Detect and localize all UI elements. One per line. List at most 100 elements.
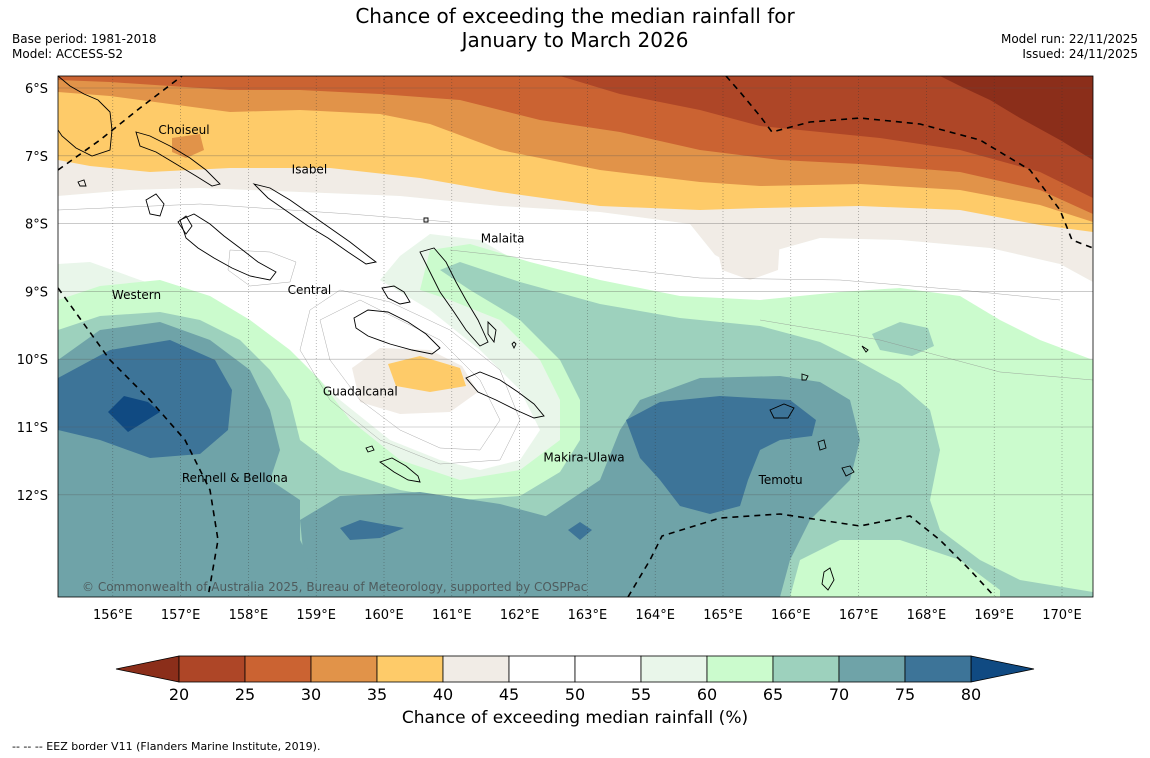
- lon-label: 158°E: [229, 608, 269, 623]
- colorbar-tick: 25: [235, 685, 255, 700]
- lat-label: 6°S: [25, 82, 48, 97]
- colorbar-extend-high: [970, 655, 1035, 683]
- title-line-2: January to March 2026: [461, 28, 689, 52]
- colorbar-tick: 60: [697, 685, 717, 700]
- lon-label: 168°E: [907, 608, 947, 623]
- band-45-55: [58, 188, 1093, 470]
- reef-islands-coast: [861, 345, 869, 353]
- bellona-coast: [365, 445, 375, 453]
- region-labels: Choiseul Isabel Malaita Western Central Guada…: [112, 123, 803, 487]
- sikaiana-coast: [511, 341, 517, 350]
- meta-left: Base period: 1981-2018 Model: ACCESS-S2: [12, 32, 157, 62]
- contour-line: [58, 203, 451, 223]
- vella-lavella-coast: [145, 193, 165, 217]
- rennell-coast: [379, 457, 421, 483]
- lon-label: 156°E: [93, 608, 133, 623]
- lon-label: 167°E: [839, 608, 879, 623]
- rainfall-map: 6°S 7°S 8°S 9°S 10°S 11°S 12°S 156°E 157°E 158°E…: [17, 75, 1094, 700]
- nggela-coast: [381, 285, 411, 305]
- colorbar-tick: 45: [499, 685, 519, 700]
- contour-line: [227, 249, 297, 287]
- colorbar-segment: [442, 655, 510, 683]
- issued-text: Issued: 24/11/2025: [1022, 47, 1138, 61]
- copyright-text: © Commonwealth of Australia 2025, Bureau…: [82, 580, 587, 594]
- eez-border-line: [58, 76, 183, 171]
- map-title: Chance of exceeding the median rainfall …: [0, 4, 1150, 52]
- shortland-coast: [77, 179, 87, 187]
- vanikoro-coast: [817, 439, 827, 451]
- patch-60-65-southeast: [790, 540, 1000, 597]
- patch-75-80-small-1: [340, 520, 404, 540]
- band-lt20: [940, 76, 1093, 160]
- lat-label: 10°S: [17, 353, 48, 368]
- colorbar-tick: 20: [169, 685, 189, 700]
- region-label-guadalcanal: Guadalcanal: [323, 385, 398, 399]
- lon-label: 166°E: [771, 608, 811, 623]
- colorbar-segment: [244, 655, 312, 683]
- colorbar-tick: 55: [631, 685, 651, 700]
- patch-75-80-small-2: [568, 522, 592, 540]
- lon-label: 165°E: [703, 608, 743, 623]
- colorbar-segment: [838, 655, 906, 683]
- eez-footnote: -- -- -- EEZ border V11 (Flanders Marine…: [12, 740, 321, 753]
- colorbar-segment: [376, 655, 444, 683]
- eez-borders: [58, 76, 1093, 597]
- colorbar: 20 25 30 35 40 45 50 55 60 65 70 75 80: [115, 655, 1035, 700]
- choiseul-coast: [135, 131, 221, 187]
- band-20-25: [560, 76, 1093, 198]
- title-line-1: Chance of exceeding the median rainfall …: [355, 4, 795, 28]
- colorbar-segment: [640, 655, 708, 683]
- new-georgia-coast: [179, 213, 277, 281]
- malaita-coast: [419, 247, 489, 347]
- eez-border-line: [725, 76, 1093, 249]
- guadalcanal-coast: [353, 309, 441, 355]
- bougainville-coast: [58, 76, 113, 157]
- eez-border-line: [58, 287, 219, 597]
- patch-40-45-mid: [715, 230, 780, 280]
- patch-75-80-west: [58, 340, 232, 458]
- patch-35-40-guadalcanal: [388, 356, 466, 392]
- region-label-western: Western: [112, 288, 161, 302]
- colorbar-segment: [706, 655, 774, 683]
- patch-75-80-makira: [626, 396, 816, 514]
- region-label-central: Central: [288, 283, 332, 297]
- colorbar-tick: 75: [895, 685, 915, 700]
- coastlines: [58, 76, 869, 591]
- colorbar-segment: [904, 655, 972, 683]
- colorbar-segment: [574, 655, 642, 683]
- lon-label: 163°E: [568, 608, 608, 623]
- base-period-text: Base period: 1981-2018: [12, 32, 157, 46]
- lon-label: 160°E: [364, 608, 404, 623]
- colorbar-segment: [772, 655, 840, 683]
- map-frame: [57, 75, 1094, 598]
- colorbar-label: Chance of exceeding median rainfall (%): [401, 708, 749, 728]
- lon-label: 162°E: [500, 608, 540, 623]
- contour-line: [759, 319, 1093, 381]
- contour-line: [299, 289, 521, 465]
- colorbar-segment: [310, 655, 378, 683]
- lon-label: 161°E: [432, 608, 472, 623]
- lat-label: 8°S: [25, 218, 48, 233]
- map-field: [58, 76, 1093, 597]
- kolombangara-coast: [177, 215, 193, 235]
- lon-label: 159°E: [296, 608, 336, 623]
- colorbar-tick: 35: [367, 685, 387, 700]
- utupua-coast: [841, 465, 855, 477]
- small-malaita-coast: [487, 320, 497, 344]
- colorbar-segment: [508, 655, 576, 683]
- makira-coast: [465, 371, 545, 419]
- lat-label: 7°S: [25, 150, 48, 165]
- colorbar-tick: 30: [301, 685, 321, 700]
- lat-label: 9°S: [25, 285, 48, 300]
- patch-gt80-west: [108, 396, 160, 432]
- model-text: Model: ACCESS-S2: [12, 47, 124, 61]
- region-label-choiseul: Choiseul: [158, 123, 209, 137]
- tikopia-coast: [821, 567, 835, 591]
- colorbar-tick: 80: [961, 685, 981, 700]
- lat-label: 12°S: [17, 489, 48, 504]
- lat-label: 11°S: [17, 421, 48, 436]
- isabel-coast: [252, 183, 378, 265]
- region-label-rennell-bellona: Rennell & Bellona: [182, 471, 288, 485]
- eez-border-line: [627, 513, 996, 597]
- lon-label: 157°E: [161, 608, 201, 623]
